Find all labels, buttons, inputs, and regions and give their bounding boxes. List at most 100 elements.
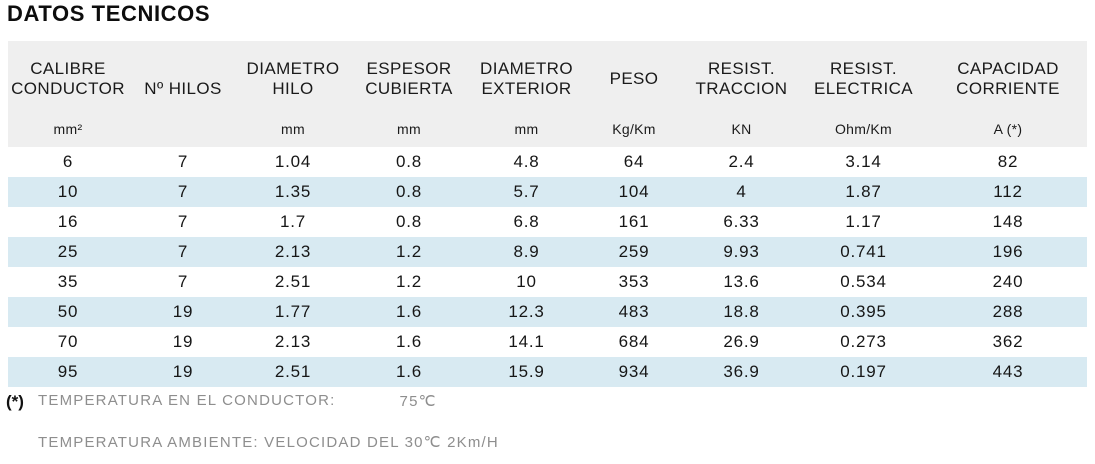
table-cell: 8.9 — [513, 242, 540, 261]
table-row: 10 7 1.35 0.8 5.7 104 4 1.87 112 — [8, 177, 1087, 207]
table-cell: 7 — [177, 272, 189, 291]
table-cell: 19 — [172, 332, 194, 351]
unit-cell: mm — [348, 117, 470, 147]
unit-cell: mm — [470, 117, 583, 147]
table-cell: 19 — [172, 362, 194, 381]
table-cell: 7 — [177, 212, 189, 231]
table-cell: 4.8 — [513, 152, 540, 171]
unit-cell: Kg/Km — [583, 117, 685, 147]
table-cell: 934 — [618, 362, 650, 381]
unit-cell: mm² — [8, 117, 128, 147]
col-header-diametro-exterior: DIAMETRO EXTERIOR — [470, 41, 583, 117]
table-cell: 104 — [618, 182, 650, 201]
table-cell: 35 — [57, 272, 79, 291]
col-header-num-hilos: Nº HILOS — [128, 41, 238, 117]
footnote-line-2: TEMPERATURA AMBIENTE: VELOCIDAD DEL 30℃ … — [38, 434, 499, 451]
table-cell: 36.9 — [723, 362, 760, 381]
table-row: 50 19 1.77 1.6 12.3 483 18.8 0.395 288 — [8, 297, 1087, 327]
table-cell: 1.04 — [274, 152, 312, 171]
table-cell: 2.51 — [274, 362, 312, 381]
table-cell: 2.4 — [728, 152, 755, 171]
table-cell: 16 — [57, 212, 79, 231]
unit-cell: A (*) — [929, 117, 1087, 147]
table-cell: 2.13 — [274, 242, 312, 261]
table-cell: 95 — [57, 362, 79, 381]
table-cell: 82 — [997, 152, 1019, 171]
unit-cell: mm — [238, 117, 348, 147]
unit-cell — [128, 117, 238, 147]
table-cell: 1.7 — [279, 212, 307, 231]
table-cell: 288 — [992, 302, 1024, 321]
table-cell: 7 — [177, 242, 189, 261]
table-cell: 1.6 — [395, 332, 423, 351]
col-header-diametro-hilo: DIAMETRO HILO — [238, 41, 348, 117]
table-cell: 10 — [516, 272, 537, 291]
table-cell: 483 — [618, 302, 650, 321]
table-cell: 12.3 — [508, 302, 545, 321]
technical-data-table: CALIBRE CONDUCTOR Nº HILOS DIAMETRO HILO… — [8, 41, 1087, 387]
table-cell: 5.7 — [513, 182, 540, 201]
table-cell: 14.1 — [508, 332, 545, 351]
table-cell: 6 — [62, 152, 74, 171]
table-cell: 0.197 — [840, 362, 887, 381]
table-cell: 1.35 — [274, 182, 312, 201]
footnote-value: 75℃ — [399, 393, 437, 410]
table-cell: 6.8 — [513, 212, 540, 231]
table-cell: 0.395 — [840, 302, 887, 321]
table-cell: 443 — [992, 362, 1024, 381]
col-header-espesor-cubierta: ESPESOR CUBIERTA — [348, 41, 470, 117]
col-header-calibre-conductor: CALIBRE CONDUCTOR — [8, 41, 128, 117]
table-cell: 13.6 — [723, 272, 760, 291]
footnote-marker: (*) — [6, 392, 24, 411]
col-header-resist-electrica: RESIST. ELECTRICA — [798, 41, 929, 117]
table-cell: 0.8 — [395, 152, 423, 171]
table-cell: 26.9 — [723, 332, 760, 351]
table-cell: 9.93 — [723, 242, 760, 261]
footnote-line-1: (*) TEMPERATURA EN EL CONDUCTOR: 75℃ — [6, 392, 786, 412]
header-row: CALIBRE CONDUCTOR Nº HILOS DIAMETRO HILO… — [8, 41, 1087, 117]
table-cell: 1.87 — [845, 182, 882, 201]
table-row: 6 7 1.04 0.8 4.8 64 2.4 3.14 82 — [8, 147, 1087, 177]
table-cell: 0.741 — [840, 242, 887, 261]
table-cell: 3.14 — [845, 152, 882, 171]
table-cell: 70 — [57, 332, 79, 351]
table-cell: 259 — [618, 242, 650, 261]
table-cell: 1.17 — [845, 212, 882, 231]
table-cell: 7 — [177, 182, 189, 201]
table-cell: 353 — [618, 272, 650, 291]
table-cell: 15.9 — [508, 362, 545, 381]
table-cell: 0.534 — [840, 272, 887, 291]
table-cell: 148 — [992, 212, 1024, 231]
table-cell: 112 — [993, 182, 1023, 201]
unit-cell: KN — [685, 117, 798, 147]
table-cell: 50 — [57, 302, 79, 321]
col-header-peso: PESO — [583, 41, 685, 117]
page-title: DATOS TECNICOS — [7, 1, 211, 26]
table-cell: 161 — [618, 212, 650, 231]
table-cell: 64 — [623, 152, 645, 171]
unit-cell: Ohm/Km — [798, 117, 929, 147]
table-cell: 0.8 — [395, 212, 423, 231]
table-cell: 240 — [992, 272, 1024, 291]
table-row: 16 7 1.7 0.8 6.8 161 6.33 1.17 148 — [8, 207, 1087, 237]
units-row: mm² mm mm mm Kg/Km KN Ohm/Km A (*) — [8, 117, 1087, 147]
col-header-capacidad-corriente: CAPACIDAD CORRIENTE — [929, 41, 1087, 117]
table-cell: 1.2 — [395, 242, 423, 261]
table-cell: 1.6 — [395, 362, 423, 381]
table-cell: 1.77 — [274, 302, 312, 321]
col-header-resist-traccion: RESIST. TRACCION — [685, 41, 798, 117]
table-cell: 2.13 — [274, 332, 312, 351]
table-cell: 7 — [177, 152, 189, 171]
footnotes: (*) TEMPERATURA EN EL CONDUCTOR: 75℃ TEM… — [6, 392, 786, 451]
table-cell: 19 — [172, 302, 194, 321]
table-cell: 0.8 — [395, 182, 423, 201]
table-cell: 362 — [992, 332, 1024, 351]
table-cell: 684 — [618, 332, 650, 351]
table-cell: 4 — [736, 182, 747, 201]
table-cell: 10 — [57, 182, 79, 201]
table-cell: 1.6 — [395, 302, 423, 321]
table-cell: 6.33 — [723, 212, 760, 231]
table-cell: 0.273 — [840, 332, 887, 351]
footnote-label: TEMPERATURA EN EL CONDUCTOR: — [38, 392, 336, 409]
